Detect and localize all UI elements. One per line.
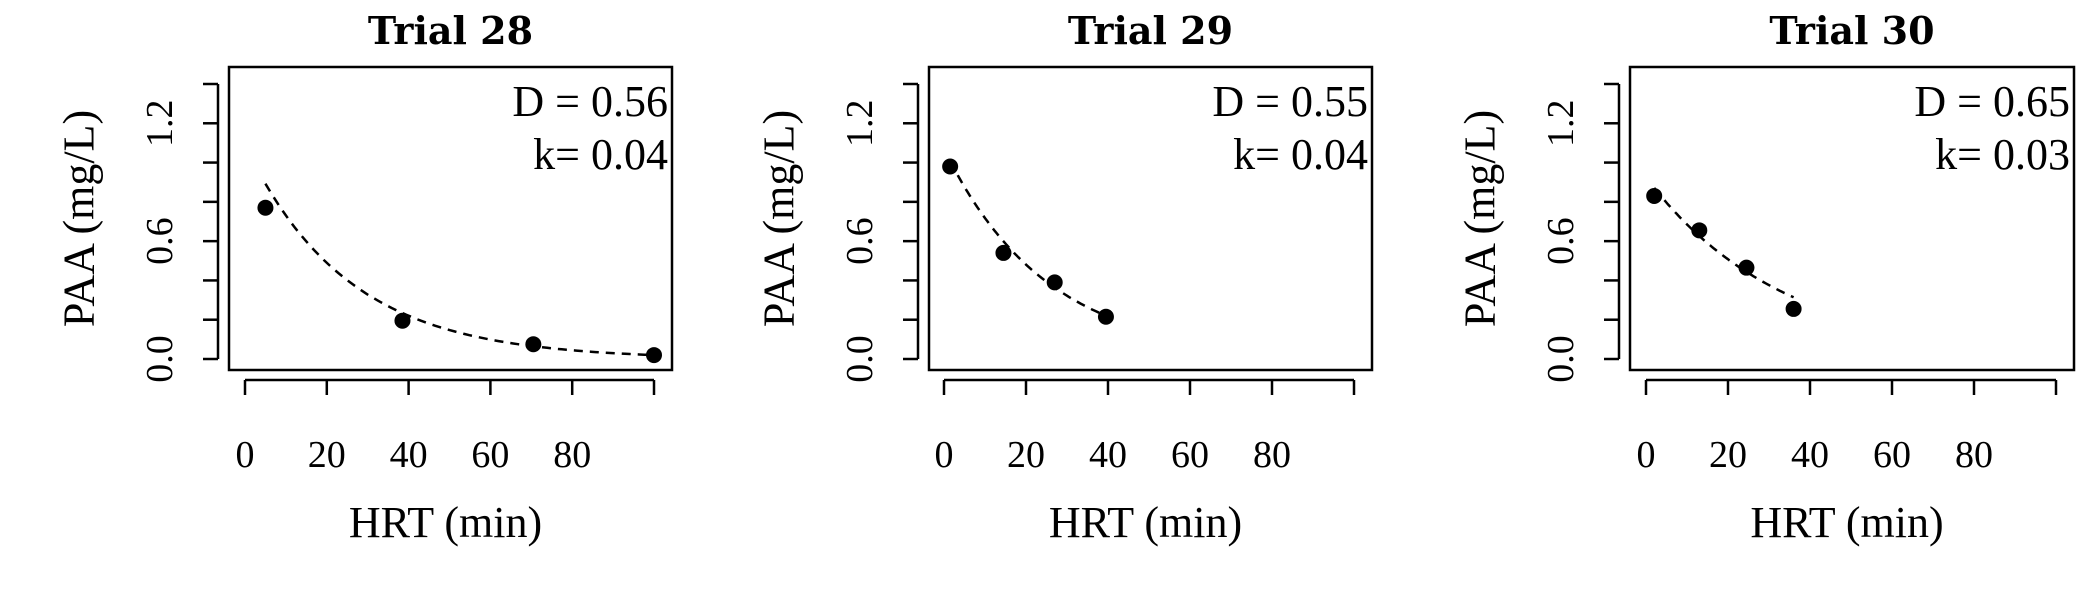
fit-curve <box>949 160 1107 317</box>
y-tick-label: 0.0 <box>1540 335 1582 383</box>
annotation-d: D = 0.56 <box>512 77 668 126</box>
x-tick-label: 40 <box>1089 434 1127 476</box>
y-tick-label: 0.6 <box>139 217 181 265</box>
x-axis-label: HRT (min) <box>1049 498 1242 547</box>
y-tick-label: 1.2 <box>1540 100 1582 147</box>
x-tick-label: 20 <box>308 434 346 476</box>
plot-frame <box>227 65 674 372</box>
x-tick-label: 40 <box>390 434 428 476</box>
plot-frame <box>927 65 1374 372</box>
panel-title: Trial 30 <box>1769 8 1934 53</box>
panel-title: Trial 29 <box>1068 8 1233 53</box>
x-axis-label: HRT (min) <box>349 498 542 547</box>
data-point <box>1691 222 1708 239</box>
data-point <box>1785 300 1802 317</box>
x-tick-label: 20 <box>1007 434 1045 476</box>
data-point <box>646 347 662 364</box>
y-axis-label: PAA (mg/L) <box>755 110 804 327</box>
data-point <box>257 199 274 216</box>
data-point <box>525 336 542 353</box>
x-tick-label: 60 <box>471 434 509 476</box>
data-point <box>1097 308 1114 325</box>
x-tick-label: 0 <box>935 434 954 476</box>
data-point <box>1046 274 1063 291</box>
fit-curve <box>1653 187 1795 299</box>
y-tick-label: 1.2 <box>839 100 881 147</box>
x-tick-label: 0 <box>1637 434 1656 476</box>
panel-2: Trial 29 0 20 40 60 80 0.0 0.6 1.2 HRT (min) PAA (… <box>755 8 1374 547</box>
panel-title: Trial 28 <box>368 8 533 53</box>
y-tick-label: 1.2 <box>139 100 181 147</box>
data-point <box>942 158 959 175</box>
x-tick-label: 40 <box>1791 434 1829 476</box>
y-axis-label: PAA (mg/L) <box>1456 110 1505 327</box>
panel-1: Trial 28 0 20 40 60 80 0.0 0.6 1.2 HRT (min) PAA (… <box>55 8 674 547</box>
panel-3: Trial 30 0 20 40 60 80 0.0 0.6 1.2 HRT (min) PAA (… <box>1456 8 2076 547</box>
annotation-k: k= 0.04 <box>533 130 668 179</box>
annotation-d: D = 0.65 <box>1914 77 2070 126</box>
x-tick-label: 60 <box>1171 434 1209 476</box>
annotation-k: k= 0.04 <box>1233 130 1368 179</box>
data-point <box>394 312 411 329</box>
x-axis-label: HRT (min) <box>1750 498 1943 547</box>
y-tick-label: 0.0 <box>839 335 881 383</box>
x-tick-label: 0 <box>236 434 255 476</box>
x-tick-label: 20 <box>1709 434 1747 476</box>
data-point <box>1646 187 1663 204</box>
data-point <box>995 244 1012 261</box>
annotation-k: k= 0.03 <box>1935 130 2070 179</box>
y-tick-label: 0.0 <box>139 335 181 383</box>
data-point <box>1738 259 1755 276</box>
y-tick-label: 0.6 <box>1540 217 1582 265</box>
y-tick-label: 0.6 <box>839 217 881 265</box>
fit-curve <box>264 183 655 357</box>
x-tick-label: 80 <box>1955 434 1993 476</box>
annotation-d: D = 0.55 <box>1212 77 1368 126</box>
plot-frame <box>1628 65 2076 372</box>
y-axis-label: PAA (mg/L) <box>55 110 104 327</box>
x-tick-label: 80 <box>553 434 591 476</box>
x-tick-label: 80 <box>1253 434 1291 476</box>
x-tick-label: 60 <box>1873 434 1911 476</box>
